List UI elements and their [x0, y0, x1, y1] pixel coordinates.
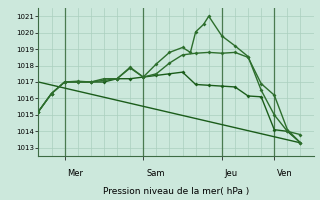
Text: Sam: Sam [146, 168, 164, 178]
Text: Mer: Mer [68, 168, 84, 178]
Text: Ven: Ven [277, 168, 293, 178]
Text: Pression niveau de la mer( hPa ): Pression niveau de la mer( hPa ) [103, 187, 249, 196]
Text: Jeu: Jeu [225, 168, 238, 178]
